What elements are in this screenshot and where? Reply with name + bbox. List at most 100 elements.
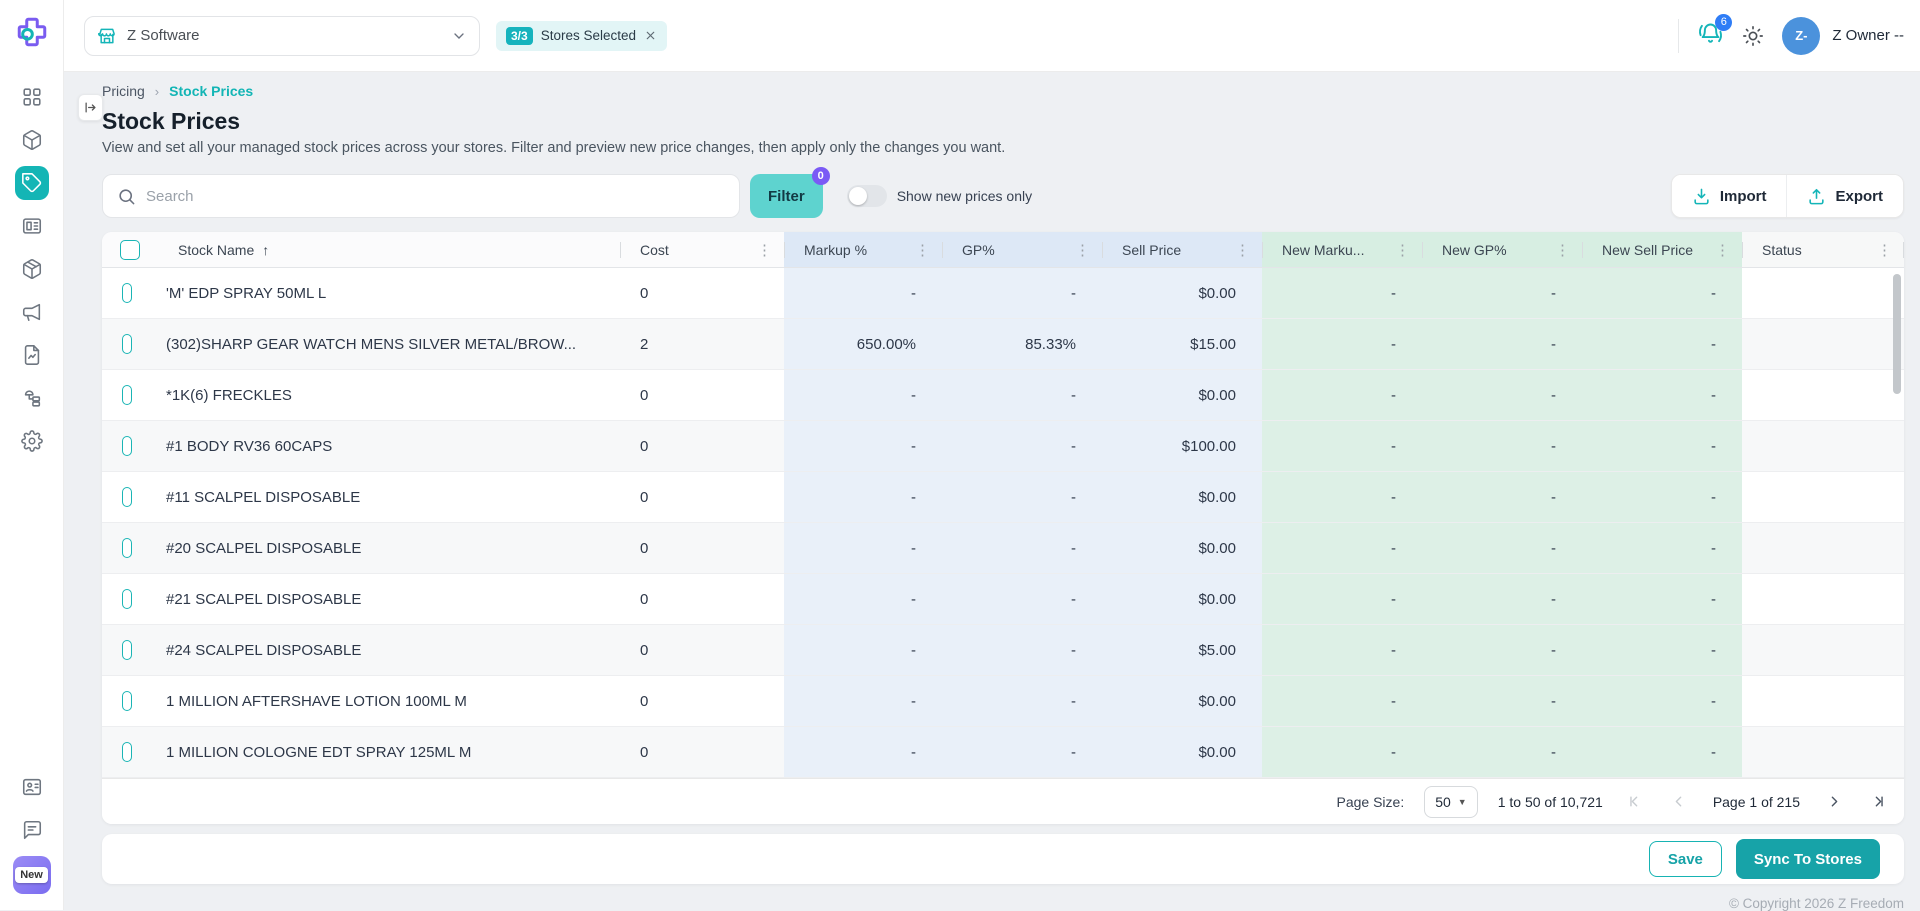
column-menu-icon[interactable]: ⋮ xyxy=(1231,241,1254,259)
scrollbar-thumb[interactable] xyxy=(1893,274,1901,394)
page-info: Page 1 of 215 xyxy=(1713,794,1800,810)
next-page-button[interactable] xyxy=(1822,790,1846,814)
close-icon[interactable] xyxy=(644,29,657,42)
sidebar-item-products-cube[interactable] xyxy=(15,123,49,157)
sun-icon xyxy=(1742,25,1764,47)
sidebar-item-settings-gear[interactable] xyxy=(15,424,49,458)
search-input[interactable] xyxy=(146,188,725,205)
toggle-switch[interactable] xyxy=(847,185,887,207)
sidebar-item-inventory-box[interactable] xyxy=(15,252,49,286)
cell-status xyxy=(1742,727,1904,777)
sidebar-item-integrations-sitemap[interactable] xyxy=(15,381,49,415)
pagination-bar: Page Size: 50▼ 1 to 50 of 10,721 Page 1 … xyxy=(102,778,1904,824)
select-all-checkbox[interactable] xyxy=(120,240,140,260)
vertical-scrollbar[interactable] xyxy=(1893,274,1901,814)
row-checkbox[interactable] xyxy=(122,436,132,456)
column-menu-icon[interactable]: ⋮ xyxy=(1391,241,1414,259)
show-new-prices-toggle[interactable]: Show new prices only xyxy=(847,185,1032,207)
cell-sell-price: $0.00 xyxy=(1102,574,1262,624)
first-page-button[interactable] xyxy=(1623,790,1647,814)
header-new-gp[interactable]: New GP%⋮ xyxy=(1422,232,1582,267)
header-markup[interactable]: Markup %⋮ xyxy=(784,232,942,267)
user-name[interactable]: Z Owner -- xyxy=(1832,27,1904,44)
inventory-box-icon xyxy=(21,258,43,280)
page-size-select[interactable]: 50▼ xyxy=(1424,786,1478,818)
chevron-down-icon xyxy=(451,28,467,44)
cell-status xyxy=(1742,319,1904,369)
cell-gp: - xyxy=(942,523,1102,573)
column-menu-icon[interactable]: ⋮ xyxy=(1071,241,1094,259)
cell-new-sell-price: - xyxy=(1582,727,1742,777)
import-button[interactable]: Import xyxy=(1672,175,1787,217)
row-checkbox[interactable] xyxy=(122,283,132,303)
header-cost[interactable]: Cost⋮ xyxy=(620,232,784,267)
sidebar-item-reports-document[interactable] xyxy=(15,338,49,372)
row-checkbox[interactable] xyxy=(122,334,132,354)
dashboard-grid-icon xyxy=(21,86,43,108)
sync-to-stores-button[interactable]: Sync To Stores xyxy=(1736,839,1880,879)
header-status[interactable]: Status⋮ xyxy=(1742,232,1904,267)
row-checkbox[interactable] xyxy=(122,691,132,711)
cell-sell-price: $0.00 xyxy=(1102,727,1262,777)
notifications-button[interactable]: 6 xyxy=(1697,20,1724,52)
sidebar-item-dashboard-grid[interactable] xyxy=(15,80,49,114)
row-checkbox[interactable] xyxy=(122,589,132,609)
cell-sell-price: $15.00 xyxy=(1102,319,1262,369)
row-checkbox[interactable] xyxy=(122,385,132,405)
cell-stock-name: 'M' EDP SPRAY 50ML L xyxy=(158,268,620,318)
row-checkbox[interactable] xyxy=(122,742,132,762)
store-selector-value: Z Software xyxy=(127,27,441,44)
cell-cost: 0 xyxy=(620,421,784,471)
whats-new-button[interactable]: New xyxy=(13,856,51,894)
cell-status xyxy=(1742,421,1904,471)
row-checkbox[interactable] xyxy=(122,640,132,660)
marketing-megaphone-icon xyxy=(21,301,43,323)
cell-gp: - xyxy=(942,676,1102,726)
sidebar-item-marketing-megaphone[interactable] xyxy=(15,295,49,329)
header-stock-name[interactable]: Stock Name ↑ xyxy=(158,232,620,267)
cell-new-sell-price: - xyxy=(1582,319,1742,369)
sidebar-expand-handle[interactable] xyxy=(78,94,103,121)
cell-new-sell-price: - xyxy=(1582,574,1742,624)
sidebar-item-register-newspaper[interactable] xyxy=(15,209,49,243)
previous-page-button[interactable] xyxy=(1667,790,1691,814)
column-menu-icon[interactable]: ⋮ xyxy=(1873,241,1896,259)
theme-toggle-button[interactable] xyxy=(1742,25,1764,47)
stores-selected-chip[interactable]: 3/3 Stores Selected xyxy=(496,21,667,51)
sidebar-item-pricing-tag[interactable] xyxy=(15,166,49,200)
chevron-right-icon xyxy=(1826,793,1843,810)
sidebar-item-chat[interactable] xyxy=(15,813,49,847)
export-button[interactable]: Export xyxy=(1786,175,1903,217)
sort-ascending-icon[interactable]: ↑ xyxy=(262,242,269,258)
row-checkbox[interactable] xyxy=(122,487,132,507)
row-checkbox-cell xyxy=(102,319,158,369)
last-page-button[interactable] xyxy=(1866,790,1890,814)
cell-new-gp: - xyxy=(1422,472,1582,522)
row-checkbox[interactable] xyxy=(122,538,132,558)
column-menu-icon[interactable]: ⋮ xyxy=(1711,241,1734,259)
header-gp[interactable]: GP%⋮ xyxy=(942,232,1102,267)
column-menu-icon[interactable]: ⋮ xyxy=(911,241,934,259)
chat-icon xyxy=(21,819,43,841)
column-menu-icon[interactable]: ⋮ xyxy=(753,241,776,259)
search-box xyxy=(102,174,740,218)
header-new-sell-price[interactable]: New Sell Price⋮ xyxy=(1582,232,1742,267)
cell-markup: - xyxy=(784,727,942,777)
store-icon xyxy=(97,26,117,46)
filter-button[interactable]: Filter 0 xyxy=(750,174,823,218)
store-selector[interactable]: Z Software xyxy=(84,16,480,56)
cell-cost: 0 xyxy=(620,676,784,726)
save-button[interactable]: Save xyxy=(1649,841,1722,877)
cell-markup: - xyxy=(784,370,942,420)
header-sell-price[interactable]: Sell Price⋮ xyxy=(1102,232,1262,267)
last-page-icon xyxy=(1870,793,1887,810)
page-title: Stock Prices xyxy=(102,108,1904,136)
header-new-markup[interactable]: New Marku...⋮ xyxy=(1262,232,1422,267)
cell-sell-price: $0.00 xyxy=(1102,676,1262,726)
user-avatar[interactable]: Z- xyxy=(1782,17,1820,55)
breadcrumb-pricing[interactable]: Pricing xyxy=(102,83,145,99)
sidebar-item-contacts-card[interactable] xyxy=(15,770,49,804)
reports-document-icon xyxy=(21,344,43,366)
column-menu-icon[interactable]: ⋮ xyxy=(1551,241,1574,259)
